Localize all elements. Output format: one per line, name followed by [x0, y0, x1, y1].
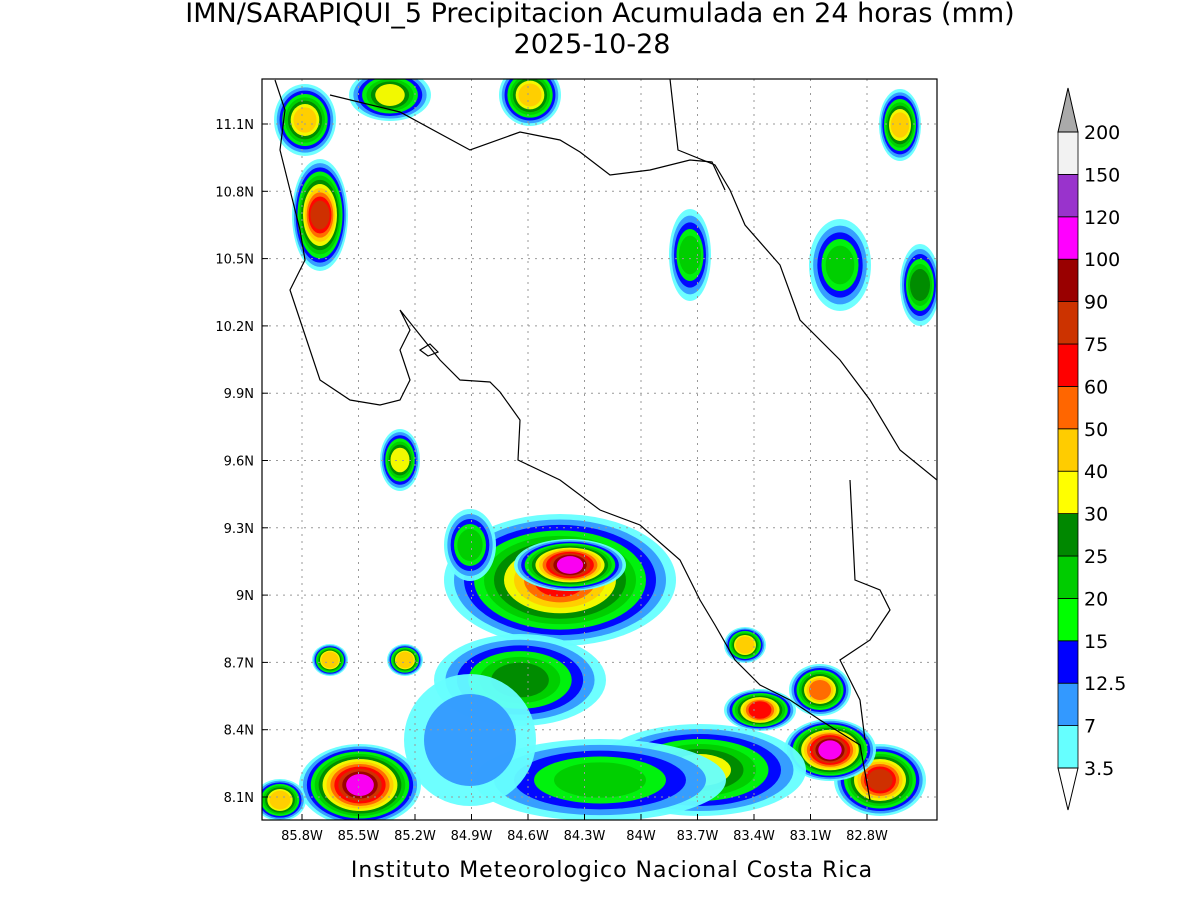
precip-contour: [310, 200, 330, 230]
precipitation-field: [262, 79, 937, 820]
lat-tick-label: 8.7N: [224, 656, 254, 671]
colorbar-box: [1057, 385, 1079, 430]
lon-tick-label: 85.2W: [394, 829, 436, 844]
precip-contour: [809, 680, 831, 700]
colorbar-box: [1057, 258, 1079, 303]
caribbean-coast: [669, 79, 937, 481]
colorbar-label: 150: [1084, 164, 1120, 186]
island: [418, 343, 440, 357]
colorbar-label: 40: [1084, 461, 1108, 483]
colorbar-label: 60: [1084, 376, 1108, 398]
colorbar-box: [1057, 428, 1079, 472]
colorbar-box: [1057, 470, 1079, 515]
colorbar-box: [1057, 555, 1079, 599]
precip-contour: [375, 84, 405, 106]
colorbar-label: 7: [1084, 716, 1096, 738]
colorbar-box: [1057, 513, 1079, 557]
colorbar-label: 100: [1084, 249, 1120, 271]
lat-tick-label: 9N: [236, 589, 254, 604]
colorbar-box: [1057, 343, 1079, 387]
colorbar-label: 50: [1084, 419, 1108, 441]
colorbar-label: 15: [1084, 631, 1108, 653]
precip-contour: [890, 112, 910, 138]
lon-tick-label: 83.7W: [677, 829, 719, 844]
lon-tick-label: 84W: [626, 829, 656, 844]
lat-tick-label: 11.1N: [215, 118, 254, 133]
lat-tick-label: 10.2N: [215, 320, 254, 335]
precip-contour: [269, 790, 291, 810]
colorbar: 3.5 7 12.5 15 20 25 30 40 50 60 75 90 100 120 150 200: [1057, 87, 1126, 811]
precip-contour: [346, 774, 374, 796]
colorbar-box: [1057, 301, 1079, 345]
colorbar-box: [1057, 640, 1079, 684]
precip-contour: [910, 269, 930, 301]
lat-tick-label: 8.1N: [224, 791, 254, 806]
north-border: [329, 94, 726, 191]
precip-contour: [424, 694, 516, 786]
lon-tick-label: 85.8W: [281, 829, 323, 844]
precip-contour: [390, 447, 410, 473]
lat-tick-label: 10.5N: [215, 253, 254, 268]
precip-contour: [396, 651, 414, 669]
colorbar-label: 25: [1084, 546, 1108, 568]
lat-tick-label: 9.6N: [224, 455, 254, 470]
lon-tick-label: 84.3W: [564, 829, 606, 844]
colorbar-under: [1057, 767, 1079, 811]
lon-tick-label: 85.5W: [338, 829, 380, 844]
precip-contour: [457, 529, 483, 561]
colorbar-box: [1057, 216, 1079, 260]
lon-tick-label: 83.1W: [790, 829, 832, 844]
precip-contour: [748, 701, 772, 719]
colorbar-label: 75: [1084, 334, 1108, 356]
colorbar-label: 90: [1084, 292, 1108, 314]
map-frame: [261, 78, 938, 821]
colorbar-label: 120: [1084, 207, 1120, 229]
colorbar-box: [1057, 598, 1079, 642]
pacific-coast: [274, 79, 871, 801]
credit: Instituto Meteorologico Nacional Costa R…: [351, 858, 873, 883]
precip-contour: [518, 83, 542, 107]
colorbar-box: [1057, 725, 1079, 769]
colorbar-box: [1057, 173, 1079, 218]
lat-tick-label: 9.3N: [224, 522, 254, 537]
lon-tick-label: 82.8W: [846, 829, 888, 844]
precip-contour: [321, 651, 339, 669]
south-border: [839, 479, 891, 741]
precip-contour: [867, 769, 893, 791]
lon-tick-label: 84.9W: [451, 829, 493, 844]
precip-contour: [735, 636, 755, 654]
precip-contour: [825, 245, 855, 285]
colorbar-label: 12.5: [1084, 673, 1126, 695]
title: IMN/SARAPIQUI_5 Precipitacion Acumulada …: [185, 0, 1014, 29]
lat-tick-label: 9.9N: [224, 387, 254, 402]
lon-tick-label: 83.4W: [733, 829, 775, 844]
precip-contour: [554, 762, 646, 798]
grid: 11.1N 10.8N 10.5N 10.2N 9.9N 9.6N 9.3N 9N 8.7N 8.…: [215, 79, 937, 844]
precip-contour: [818, 740, 842, 760]
coastlines: [274, 79, 937, 801]
precip-contour: [293, 107, 317, 133]
date: 2025-10-28: [514, 29, 671, 60]
lon-tick-label: 84.6W: [507, 829, 549, 844]
colorbar-box: [1057, 682, 1079, 727]
colorbar-label: 3.5: [1084, 758, 1114, 780]
colorbar-label: 20: [1084, 588, 1108, 610]
lat-tick-label: 10.8N: [215, 185, 254, 200]
colorbar-label: 30: [1084, 504, 1108, 526]
precip-contour: [679, 235, 701, 275]
colorbar-box: [1057, 131, 1079, 175]
colorbar-label: 200: [1084, 122, 1120, 144]
precip-contour: [556, 556, 584, 574]
colorbar-over: [1057, 87, 1079, 133]
lat-tick-label: 8.4N: [224, 724, 254, 739]
